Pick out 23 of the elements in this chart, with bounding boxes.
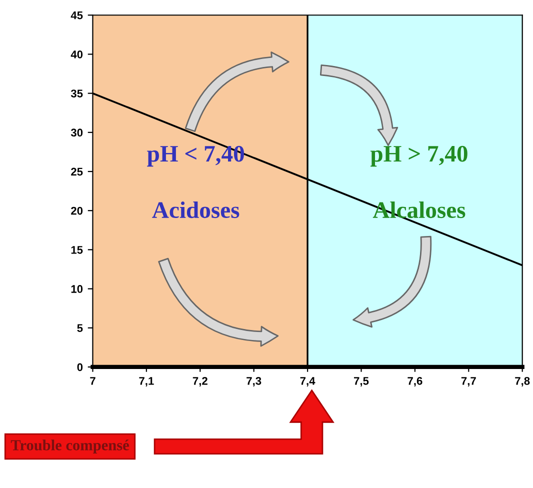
x-tick-label: 7 — [90, 377, 96, 385]
x-tick-label: 7,3 — [246, 376, 262, 386]
annotation: pH > 7,40 — [370, 146, 468, 167]
x-tick-label: 7,8 — [515, 376, 530, 386]
y-tick-label: 0 — [77, 363, 83, 372]
x-tick-label: 7,5 — [354, 377, 369, 386]
y-tick-label: 45 — [70, 12, 83, 20]
y-tick-label: 15 — [71, 246, 83, 254]
y-tick-label: 25 — [71, 168, 83, 176]
x-tick-label: 7,2 — [192, 376, 208, 386]
y-tick-label: 30 — [70, 128, 83, 137]
y-tick-label: 5 — [77, 324, 83, 332]
y-tick-label: 20 — [71, 206, 83, 215]
x-tick-label: 7,7 — [461, 377, 476, 386]
y-tick-label: 10 — [71, 285, 83, 293]
y-tick-label: 40 — [70, 50, 83, 58]
x-tick-label: 7,4 — [300, 377, 316, 386]
x-tick-label: 7,1 — [139, 377, 154, 386]
x-tick-label: 7,6 — [408, 376, 422, 386]
y-tick-label: 35 — [70, 90, 83, 98]
annotation: pH < 7,40 — [147, 146, 244, 167]
annotation: Acidoses — [152, 201, 240, 218]
text: Trouble compensé — [10, 440, 129, 454]
